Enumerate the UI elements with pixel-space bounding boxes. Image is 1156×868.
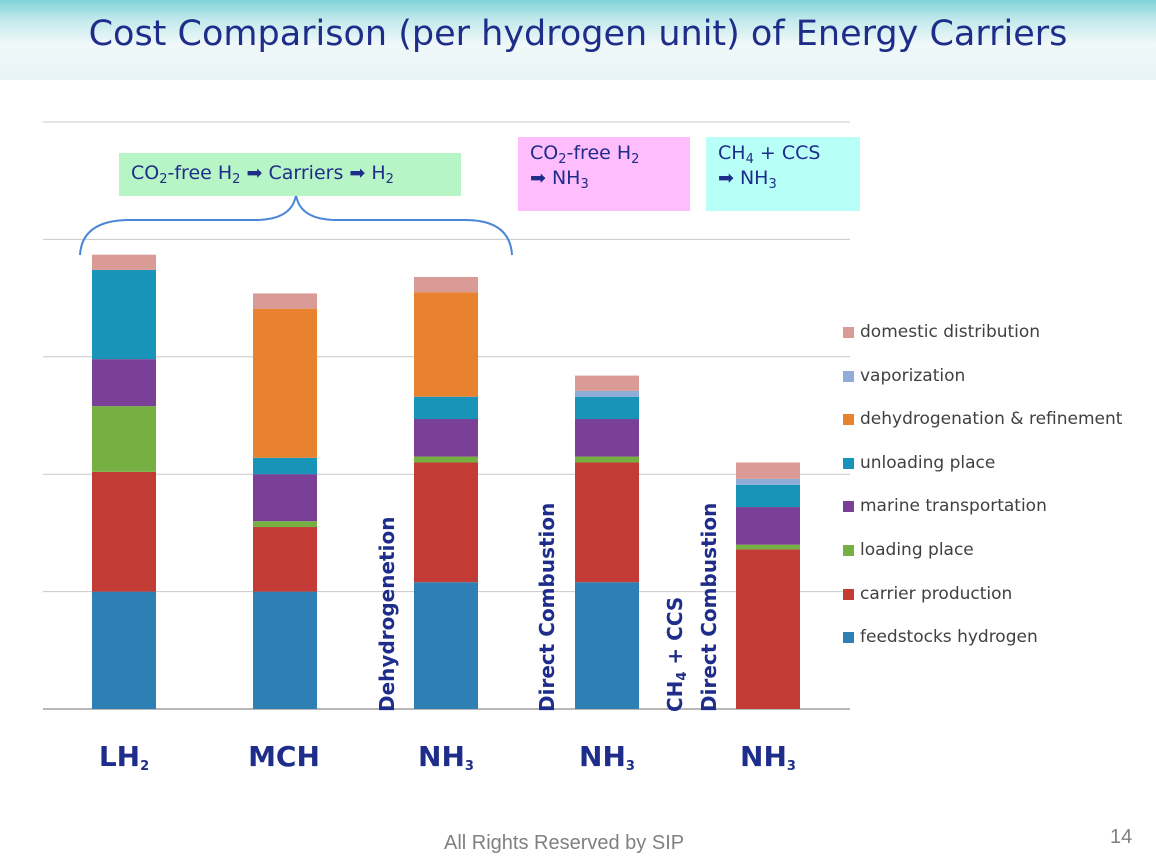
- bar-segment-carrier-production: [92, 471, 156, 592]
- bar-segment-unloading-place: [575, 396, 639, 420]
- bar-segment-dehydrogenation-refinement: [253, 308, 317, 458]
- legend-swatch: [843, 588, 854, 600]
- bar-segment-domestic-distribution: [736, 462, 800, 479]
- category-label-nh3-ccs: NH3: [740, 740, 796, 774]
- bar-label-ccs: CH4 + CCS: [663, 596, 690, 712]
- bar-segment-loading-place: [253, 521, 317, 528]
- arrow-icon: ➡: [530, 167, 546, 189]
- legend-swatch: [843, 457, 854, 469]
- bar-segment-unloading-place: [92, 269, 156, 360]
- legend-label: loading place: [860, 540, 974, 560]
- bar-segment-vaporization: [736, 478, 800, 485]
- category-label-nh3-dehydrogenation: NH3: [418, 740, 474, 774]
- bar-segment-marine-transportation: [575, 419, 639, 457]
- bar-segment-vaporization: [575, 390, 639, 397]
- bar-segment-marine-transportation: [414, 419, 478, 457]
- bar-segment-loading-place: [92, 406, 156, 472]
- bar-segment-marine-transportation: [92, 359, 156, 407]
- arrow-icon: ➡: [349, 162, 366, 184]
- footer-copyright: All Rights Reserved by SIP: [444, 832, 685, 854]
- bar-segment-feedstocks-hydrogen: [575, 582, 639, 709]
- legend-label: domestic distribution: [860, 322, 1041, 342]
- group-brace: [79, 194, 513, 256]
- legend-label: dehydrogenation & refinement: [860, 409, 1123, 430]
- bar-label-dehydrogenation: Dehydrogenetion: [375, 516, 399, 712]
- bar-segment-loading-place: [575, 456, 639, 463]
- bar-segment-feedstocks-hydrogen: [92, 591, 156, 709]
- category-label-lh2: LH2: [98, 740, 150, 774]
- legend-swatch: [843, 327, 854, 338]
- bar-segment-carrier-production: [575, 462, 639, 583]
- bar-segment-carrier-production: [253, 527, 317, 592]
- group-annotation-box: CO2-free H2 ➡ Carriers ➡ H2: [119, 153, 461, 196]
- legend-swatch: [843, 545, 854, 556]
- bar-segment-domestic-distribution: [92, 254, 156, 270]
- co2-free-nh3-box: CO2-free H2 ➡ NH3: [518, 137, 690, 211]
- bar-segment-marine-transportation: [253, 474, 317, 522]
- bar-segment-marine-transportation: [736, 507, 800, 545]
- bar-segment-loading-place: [414, 456, 478, 463]
- ch4-ccs-nh3-box: CH4 + CCS ➡ NH3: [706, 137, 860, 211]
- bar-segment-unloading-place: [414, 396, 478, 420]
- bar-segment-feedstocks-hydrogen: [253, 591, 317, 709]
- legend-label: carrier production: [860, 583, 1013, 604]
- bar-label-direct-combustion: Direct Combustion: [535, 502, 559, 712]
- legend-swatch: [843, 632, 854, 644]
- slide-title: Cost Comparison (per hydrogen unit) of E…: [88, 14, 1068, 54]
- bars: [92, 254, 800, 709]
- bar-segment-loading-place: [736, 544, 800, 550]
- bar-segment-domestic-distribution: [414, 276, 478, 293]
- category-label-mch: MCH: [248, 740, 320, 773]
- legend-label: marine transportation: [860, 496, 1047, 517]
- legend-label: unloading place: [860, 452, 996, 473]
- legend-label: feedstocks hydrogen: [860, 627, 1038, 648]
- bar-segment-carrier-production: [736, 549, 800, 709]
- arrow-icon: ➡: [718, 167, 734, 189]
- legend-swatch: [843, 501, 854, 513]
- bar-label-ccs-direct-combustion: Direct Combustion: [697, 502, 721, 712]
- legend-swatch: [843, 370, 854, 382]
- category-label-nh3-direct: NH3: [579, 740, 635, 774]
- bar-segment-carrier-production: [414, 462, 478, 583]
- bar-segment-unloading-place: [253, 457, 317, 475]
- bar-segment-dehydrogenation-refinement: [414, 292, 478, 397]
- legend-swatch: [843, 414, 854, 426]
- arrow-icon: ➡: [246, 162, 263, 184]
- bar-segment-domestic-distribution: [253, 293, 317, 309]
- title-bar: [0, 0, 1156, 80]
- bar-segment-feedstocks-hydrogen: [414, 582, 478, 709]
- page-number: 14: [1110, 826, 1133, 848]
- bar-segment-domestic-distribution: [575, 375, 639, 391]
- bar-segment-unloading-place: [736, 484, 800, 508]
- legend-label: vaporization: [860, 365, 966, 386]
